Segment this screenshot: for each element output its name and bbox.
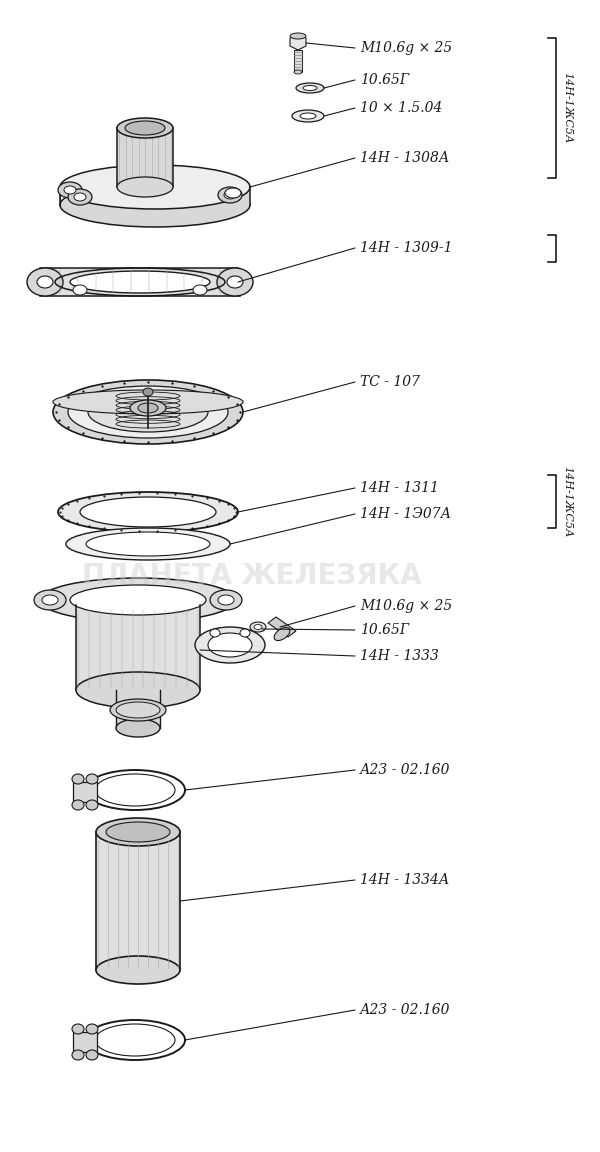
Text: 10 × 1.5.04: 10 × 1.5.04 xyxy=(360,101,442,115)
Text: 14Н - 1334А: 14Н - 1334А xyxy=(360,873,449,887)
Ellipse shape xyxy=(72,799,84,810)
Ellipse shape xyxy=(86,532,210,556)
Ellipse shape xyxy=(96,956,180,984)
Ellipse shape xyxy=(88,392,208,432)
Ellipse shape xyxy=(116,719,160,737)
Ellipse shape xyxy=(73,285,87,295)
Ellipse shape xyxy=(125,121,165,135)
Ellipse shape xyxy=(138,403,158,414)
Ellipse shape xyxy=(58,492,238,532)
Ellipse shape xyxy=(296,83,324,93)
Polygon shape xyxy=(268,617,296,637)
Ellipse shape xyxy=(37,276,53,288)
Ellipse shape xyxy=(130,400,166,416)
Ellipse shape xyxy=(74,194,86,200)
Text: 14Н - 1309-1: 14Н - 1309-1 xyxy=(360,241,452,255)
Ellipse shape xyxy=(193,285,207,295)
Ellipse shape xyxy=(227,276,243,288)
Ellipse shape xyxy=(80,497,216,526)
Ellipse shape xyxy=(53,391,243,414)
Ellipse shape xyxy=(117,118,173,138)
Text: 14Н - 1308А: 14Н - 1308А xyxy=(360,151,449,165)
Ellipse shape xyxy=(40,578,236,622)
Ellipse shape xyxy=(72,1024,84,1034)
Ellipse shape xyxy=(68,386,228,438)
Ellipse shape xyxy=(58,182,82,198)
Polygon shape xyxy=(40,268,240,296)
Ellipse shape xyxy=(116,702,160,718)
Ellipse shape xyxy=(72,1049,84,1060)
Text: ТС - 107: ТС - 107 xyxy=(360,376,420,389)
Ellipse shape xyxy=(86,1049,98,1060)
Ellipse shape xyxy=(240,629,250,637)
Bar xyxy=(76,605,200,685)
Ellipse shape xyxy=(224,191,236,199)
Bar xyxy=(73,1032,97,1052)
Ellipse shape xyxy=(86,1024,98,1034)
Ellipse shape xyxy=(225,188,241,198)
Ellipse shape xyxy=(95,1024,175,1056)
Ellipse shape xyxy=(64,185,76,194)
Ellipse shape xyxy=(250,622,266,632)
Text: 10.65Г: 10.65Г xyxy=(360,623,409,637)
Ellipse shape xyxy=(303,85,317,91)
Ellipse shape xyxy=(95,774,175,806)
Bar xyxy=(230,185,250,205)
Ellipse shape xyxy=(300,113,316,119)
Ellipse shape xyxy=(117,177,173,197)
Bar xyxy=(294,50,302,71)
Text: 14Н - 1Э07А: 14Н - 1Э07А xyxy=(360,507,451,521)
Ellipse shape xyxy=(294,70,302,74)
Ellipse shape xyxy=(60,165,250,209)
Text: 14Н-1ЖС5А: 14Н-1ЖС5А xyxy=(562,73,572,144)
Ellipse shape xyxy=(217,268,253,296)
Text: М10.6g × 25: М10.6g × 25 xyxy=(360,41,452,55)
Ellipse shape xyxy=(218,594,234,605)
Ellipse shape xyxy=(72,774,84,785)
Ellipse shape xyxy=(254,624,262,629)
Bar xyxy=(73,782,97,802)
Ellipse shape xyxy=(68,189,92,205)
Ellipse shape xyxy=(218,187,242,203)
Ellipse shape xyxy=(210,590,242,611)
Ellipse shape xyxy=(208,632,252,657)
Text: 14Н-1ЖС5А: 14Н-1ЖС5А xyxy=(562,465,572,537)
Ellipse shape xyxy=(292,109,324,122)
Text: M10.6g × 25: M10.6g × 25 xyxy=(360,599,452,613)
Text: А23 - 02.160: А23 - 02.160 xyxy=(360,1003,451,1017)
Ellipse shape xyxy=(96,818,180,846)
Ellipse shape xyxy=(290,33,306,39)
Ellipse shape xyxy=(53,380,243,444)
Text: ПЛАНЕТА ЖЕЛЕЗЯКА: ПЛАНЕТА ЖЕЛЕЗЯКА xyxy=(82,562,422,590)
Ellipse shape xyxy=(66,528,230,560)
Text: А23 - 02.160: А23 - 02.160 xyxy=(360,763,451,776)
Bar xyxy=(117,128,173,187)
Ellipse shape xyxy=(86,799,98,810)
Ellipse shape xyxy=(60,183,250,227)
Ellipse shape xyxy=(110,699,166,721)
Ellipse shape xyxy=(195,627,265,664)
Ellipse shape xyxy=(86,774,98,785)
Ellipse shape xyxy=(106,823,170,842)
Ellipse shape xyxy=(70,585,206,615)
Ellipse shape xyxy=(210,629,220,637)
Text: 14Н - 1311: 14Н - 1311 xyxy=(360,482,439,495)
Ellipse shape xyxy=(34,590,66,611)
Bar xyxy=(116,690,160,725)
Text: 10.65Г: 10.65Г xyxy=(360,73,409,88)
Ellipse shape xyxy=(27,268,63,296)
Polygon shape xyxy=(290,35,306,50)
Ellipse shape xyxy=(70,271,210,293)
Ellipse shape xyxy=(143,388,153,396)
Bar xyxy=(96,832,180,970)
Ellipse shape xyxy=(76,672,200,708)
Text: 14Н - 1333: 14Н - 1333 xyxy=(360,649,439,664)
Ellipse shape xyxy=(274,628,290,641)
Ellipse shape xyxy=(42,594,58,605)
